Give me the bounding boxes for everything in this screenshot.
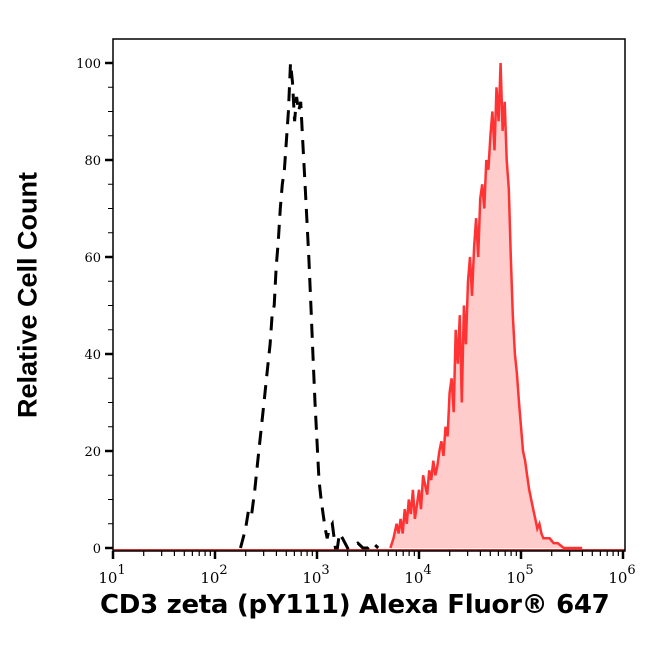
y-tick-label: 40 — [84, 348, 101, 363]
x-tick-label: 102 — [200, 563, 227, 587]
y-tick-label: 20 — [84, 445, 101, 460]
y-tick-label: 80 — [84, 154, 101, 169]
stained-histogram-line — [389, 62, 583, 550]
x-tick-label: 105 — [506, 563, 533, 587]
y-tick-label: 0 — [93, 542, 101, 557]
x-tick-label: 106 — [608, 563, 635, 587]
plot-frame — [112, 38, 626, 552]
x-axis-label: CD3 zeta (pY111) Alexa Fluor® 647 — [100, 590, 610, 620]
control-histogram-line — [239, 62, 380, 550]
y-axis: 0 20 40 60 80 100 — [76, 57, 113, 557]
x-tick-label: 104 — [404, 563, 431, 587]
series-layer — [113, 62, 625, 551]
stained-histogram-fill — [390, 63, 583, 548]
y-tick-label: 60 — [84, 251, 101, 266]
y-axis-label: Relative Cell Count — [12, 171, 43, 419]
x-axis: 101 102 103 104 105 106 — [98, 551, 636, 587]
x-tick-label: 103 — [302, 563, 329, 587]
x-tick-label: 101 — [98, 563, 125, 587]
y-tick-label: 100 — [76, 57, 101, 72]
